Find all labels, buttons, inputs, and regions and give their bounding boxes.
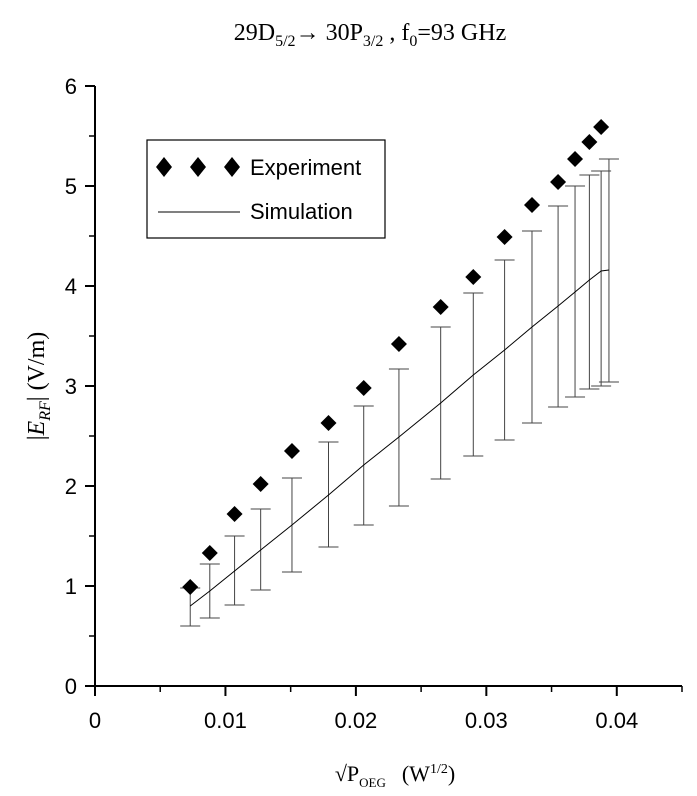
experiment-point <box>283 443 300 459</box>
title-freq-prefix: , f <box>383 20 409 46</box>
y-tick-label: 5 <box>65 174 77 199</box>
experiment-point <box>550 174 567 190</box>
experiment-point <box>252 476 269 492</box>
experiment-point <box>523 197 540 213</box>
title-level1-sub: 5/2 <box>275 33 295 50</box>
x-label-prefix: √P <box>335 761 359 786</box>
experiment-point <box>465 269 482 285</box>
title-freq-value: =93 GHz <box>417 20 506 46</box>
experiment-points <box>182 119 610 595</box>
experiment-point <box>226 506 243 522</box>
experiment-point <box>390 336 407 352</box>
simulation-line-group <box>189 269 610 607</box>
y-tick-label: 1 <box>65 574 77 599</box>
error-bar <box>579 174 600 390</box>
y-tick-label: 0 <box>65 674 77 699</box>
experiment-point <box>581 134 598 150</box>
experiment-point <box>593 119 610 135</box>
title-level2-sub: 3/2 <box>363 33 383 50</box>
x-label-unit-close: ) <box>448 761 455 786</box>
experiment-point <box>182 579 199 595</box>
experiment-point <box>320 415 337 431</box>
axis-ticks: 0 0.01 0.02 0.03 0.04 0 1 2 3 4 5 6 <box>65 74 683 733</box>
chart-title: 29D5/2→ 30P3/2 , f0=93 GHz <box>234 20 506 50</box>
legend-diamond-3 <box>224 157 240 177</box>
title-arrow: → 30P <box>296 20 363 46</box>
legend: Experiment Simulation <box>146 139 386 239</box>
x-tick-label: 0.01 <box>204 708 247 733</box>
y-axis-label: |ERF| (V/m) <box>24 332 54 441</box>
y-tick-label: 2 <box>65 474 77 499</box>
legend-diamond-2 <box>190 157 206 177</box>
experiment-point <box>355 380 372 396</box>
experiment-point <box>567 151 584 167</box>
y-label-open: | <box>24 435 50 440</box>
legend-box <box>146 139 386 239</box>
y-label-sub: RF <box>37 401 54 422</box>
experiment-point <box>496 229 513 245</box>
x-label-unit-open: (W <box>402 761 430 786</box>
simulation-line <box>189 269 610 607</box>
title-level1: 29D <box>234 20 275 46</box>
x-label-sub: OEG <box>359 775 386 790</box>
legend-label-simulation: Simulation <box>250 199 353 224</box>
x-label-unit-sup: 1/2 <box>430 762 448 777</box>
y-tick-label: 6 <box>65 74 77 99</box>
experiment-point <box>201 545 218 561</box>
legend-label-experiment: Experiment <box>250 155 361 180</box>
x-tick-label: 0 <box>89 708 101 733</box>
y-label-close: | (V/m) <box>24 332 50 401</box>
legend-diamond-1 <box>156 157 172 177</box>
x-tick-label: 0.02 <box>334 708 377 733</box>
y-tick-label: 4 <box>65 274 77 299</box>
y-tick-label: 3 <box>65 374 77 399</box>
x-axis-label: √POEG (W1/2) <box>335 761 455 790</box>
error-bar <box>591 170 612 387</box>
title-freq-sub: 0 <box>409 33 417 50</box>
experiment-point <box>432 299 449 315</box>
x-tick-label: 0.04 <box>595 708 638 733</box>
x-tick-label: 0.03 <box>465 708 508 733</box>
y-label-var: E <box>24 420 50 436</box>
